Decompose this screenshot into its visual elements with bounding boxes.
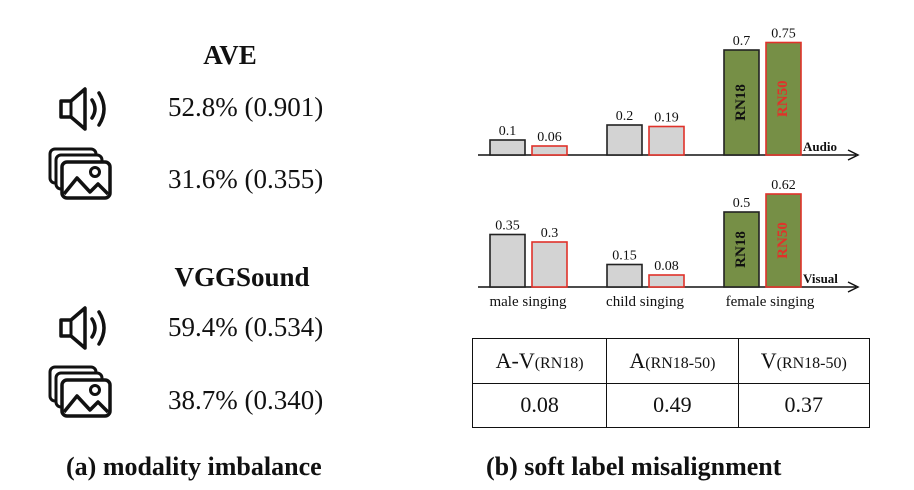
speaker-icon [59, 87, 106, 131]
ave-audio-stat: 52.8% (0.901) [168, 92, 324, 122]
category-label: child singing [606, 294, 684, 310]
bar-rn50 [648, 125, 685, 156]
vggsound-visual-stat: 38.7% (0.340) [168, 385, 324, 415]
image-stack-icon [48, 147, 112, 200]
value-label: 0.06 [537, 130, 562, 145]
table-header-cell: A-V(RN18) [471, 338, 608, 384]
table-value-cell: 0.37 [737, 382, 871, 428]
bar-text: RN50 [775, 222, 791, 259]
axis-label: Audio [803, 139, 837, 154]
value-label: 0.1 [499, 124, 517, 139]
axis-arrow [847, 281, 860, 293]
value-label: 0.75 [771, 27, 796, 42]
bar-text: RN18 [733, 84, 749, 121]
value-label: 0.2 [616, 109, 634, 124]
value-label: 0.19 [654, 111, 679, 126]
value-label: 0.35 [495, 219, 520, 234]
caption-b: (b) soft label misalignment [486, 452, 782, 481]
value-label: 0.3 [541, 226, 559, 241]
bar-rn18 [606, 124, 643, 156]
value-label: 0.62 [771, 178, 796, 193]
table-header-cell: A(RN18-50) [606, 338, 739, 384]
bar-rn50 [765, 41, 802, 156]
vggsound-audio-stat: 59.4% (0.534) [168, 312, 324, 342]
misalignment-table: A-V(RN18) A(RN18-50) V(RN18-50) 0.08 0.4… [471, 338, 871, 428]
value-label: 0.08 [654, 259, 679, 274]
ave-visual-stat: 31.6% (0.355) [168, 164, 324, 194]
caption-a: (a) modality imbalance [66, 452, 322, 481]
bar-text: RN18 [733, 231, 749, 268]
axis-arrow [847, 149, 860, 161]
bar-rn50 [765, 193, 802, 288]
bar-rn50 [648, 274, 685, 288]
image-stack-icon [48, 365, 112, 418]
table-header-cell: V(RN18-50) [737, 338, 871, 384]
table-header-row: A-V(RN18) A(RN18-50) V(RN18-50) [471, 338, 871, 384]
category-label: female singing [726, 294, 815, 310]
bar-rn50 [531, 241, 568, 288]
table-value-row: 0.08 0.49 0.37 [471, 382, 871, 428]
bar-charts: Audio 0.1 0.2 0.7 RN18 0.06 0.19 0.75 RN50 Visual… [478, 27, 860, 310]
ave-title: AVE [203, 40, 257, 70]
speaker-icon [59, 306, 106, 350]
table-value-cell: 0.49 [606, 382, 739, 428]
value-label: 0.7 [733, 34, 751, 49]
value-label: 0.15 [612, 249, 637, 264]
bar-rn18 [723, 211, 760, 288]
value-label: 0.5 [733, 196, 751, 211]
bar-text: RN50 [775, 80, 791, 117]
bar-rn18 [606, 263, 643, 288]
category-label: male singing [489, 294, 567, 310]
axis-label: Visual [803, 271, 838, 286]
bar-rn18 [489, 139, 526, 156]
vggsound-title: VGGSound [174, 262, 310, 292]
table-value-cell: 0.08 [471, 382, 608, 428]
bar-rn18 [723, 49, 760, 156]
bar-rn50 [531, 145, 568, 156]
bar-rn18 [489, 233, 526, 288]
